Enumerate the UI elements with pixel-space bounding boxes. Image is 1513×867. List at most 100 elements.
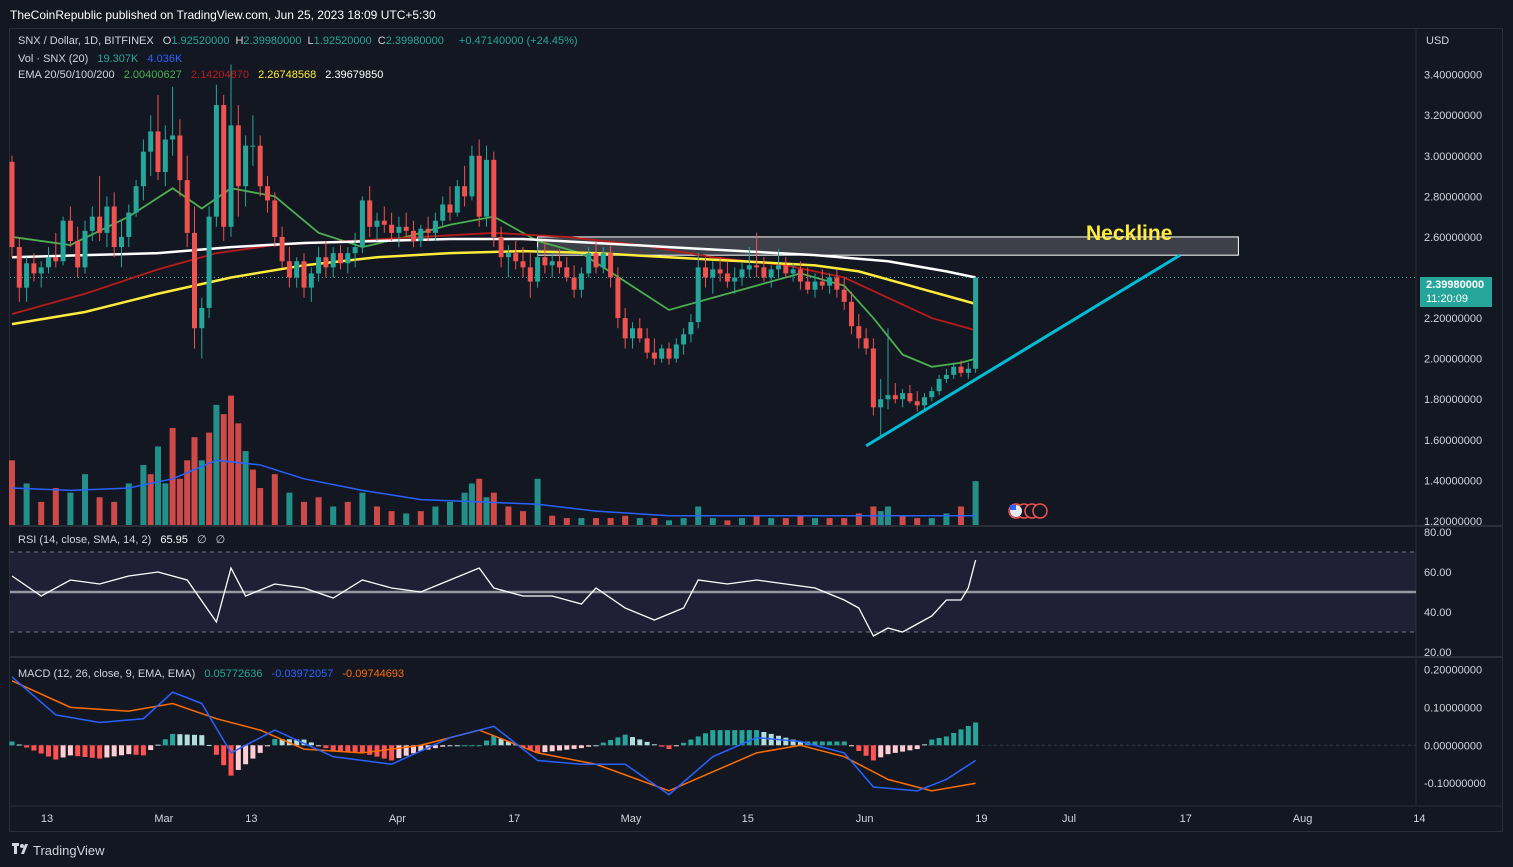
- candle-body: [89, 216, 95, 231]
- candle-body: [527, 267, 533, 282]
- price-tick-label: 1.60000000: [1424, 435, 1482, 447]
- macd-histogram-bar: [308, 742, 314, 746]
- candle-body: [454, 186, 460, 213]
- time-tick-label: Aug: [1293, 813, 1313, 825]
- candle-body: [505, 253, 511, 258]
- macd-histogram-bar: [849, 745, 854, 747]
- macd-histogram-bar: [535, 745, 541, 753]
- candle-body: [651, 352, 657, 359]
- macd-histogram-bar: [622, 734, 628, 746]
- candle-body: [797, 269, 803, 282]
- chart-frame: [9, 28, 1503, 832]
- candle-body: [973, 277, 979, 369]
- candle-body: [228, 125, 234, 227]
- volume-bar: [82, 474, 88, 525]
- ema200-value: 2.39679850: [325, 69, 384, 81]
- volume-bar: [206, 432, 213, 525]
- macd-histogram-bar: [359, 745, 365, 753]
- candle-body: [323, 257, 329, 268]
- macd-histogram-bar: [827, 741, 833, 746]
- volume-bar: [607, 518, 614, 525]
- macd-histogram-bar: [403, 745, 409, 756]
- macd-histogram-bar: [104, 745, 110, 758]
- volume-bar: [593, 518, 599, 525]
- symbol-label[interactable]: SNX / Dollar, 1D, BITFINEX: [18, 35, 154, 47]
- ohlc-value-o: 1.92520000: [171, 35, 230, 47]
- candle-body: [535, 257, 541, 282]
- volume-bar: [797, 515, 804, 525]
- volume-bar: [943, 513, 950, 525]
- volume-bar: [96, 497, 103, 525]
- time-tick-label: 13: [41, 813, 53, 825]
- candle-body: [783, 265, 789, 274]
- candle-body: [432, 220, 438, 233]
- candle-body: [403, 226, 409, 231]
- candle-body: [111, 206, 117, 248]
- macd-histogram-bar: [476, 745, 482, 747]
- candle-body: [411, 230, 416, 241]
- macd-histogram-bar: [703, 733, 708, 746]
- candle-body: [476, 155, 482, 217]
- price-tick-label: 1.80000000: [1424, 394, 1482, 406]
- macd-histogram-bar: [272, 738, 278, 746]
- macd-histogram-bar: [162, 739, 168, 746]
- candle-body: [53, 257, 59, 262]
- macd-histogram-bar: [119, 745, 124, 756]
- candle-body: [586, 253, 592, 274]
- macd-histogram-bar: [557, 745, 562, 751]
- macd-label[interactable]: MACD (12, 26, close, 9, EMA, EMA): [18, 668, 196, 680]
- volume-label[interactable]: Vol · SNX (20): [18, 53, 89, 65]
- macd-histogram-bar: [841, 741, 847, 746]
- rsi-label[interactable]: RSI (14, close, SMA, 14, 2): [18, 534, 152, 546]
- candle-body: [746, 265, 752, 270]
- macd-histogram-bar: [257, 745, 263, 753]
- macd-histogram-bar: [389, 745, 395, 761]
- price-tick-label: 1.40000000: [1424, 475, 1482, 487]
- candle-body: [447, 204, 453, 213]
- time-tick-label: Jun: [856, 813, 874, 825]
- candle-body: [60, 220, 66, 262]
- candle-body: [849, 301, 854, 327]
- candle-body: [345, 253, 351, 264]
- macd-histogram-bar: [870, 745, 876, 761]
- macd-histogram-bar: [294, 739, 300, 746]
- candle-body: [316, 257, 322, 274]
- currency-label[interactable]: USD: [1426, 35, 1450, 47]
- ema-line: [11, 249, 976, 326]
- volume-bar: [213, 404, 220, 525]
- support-trendline: [865, 253, 1181, 448]
- candle-body: [272, 200, 278, 237]
- candle-body: [659, 348, 665, 359]
- macd-histogram-bar: [746, 730, 752, 746]
- candle-body: [67, 220, 73, 241]
- macd-histogram-bar: [542, 745, 548, 753]
- macd-histogram-bar: [659, 745, 665, 747]
- macd-histogram-bar: [681, 742, 687, 746]
- volume-ma-value: 4.036K: [147, 53, 183, 65]
- macd-histogram-bar: [301, 739, 307, 746]
- macd-histogram-bar: [856, 745, 862, 751]
- footer-brand[interactable]: TradingView: [33, 843, 105, 858]
- macd-histogram-bar: [878, 745, 884, 758]
- macd-histogram-bar: [148, 745, 154, 751]
- ema-label[interactable]: EMA 20/50/100/200: [18, 69, 115, 81]
- volume-bar: [855, 513, 862, 525]
- candle-body: [359, 200, 365, 248]
- publisher-bar: TheCoinRepublic published on TradingView…: [0, 0, 1513, 28]
- macd-tick-label: 0.00000000: [1424, 740, 1482, 752]
- ema-legend: EMA 20/50/100/200 2.00400627 2.14204870 …: [18, 69, 389, 81]
- macd-histogram-bar: [549, 745, 555, 752]
- volume-bar: [330, 506, 337, 525]
- macd-histogram-bar: [578, 745, 584, 749]
- macd-histogram-bar: [235, 745, 241, 770]
- ema20-value: 2.00400627: [123, 69, 182, 81]
- volume-bar: [140, 464, 147, 525]
- ema50-value: 2.14204870: [190, 69, 250, 81]
- candle-body: [381, 220, 387, 225]
- macd-histogram-bar: [600, 742, 606, 746]
- candle-body: [396, 226, 402, 233]
- ohlc-value-l: 1.92520000: [313, 35, 372, 47]
- candle-body: [148, 131, 154, 152]
- volume-bar: [242, 451, 249, 525]
